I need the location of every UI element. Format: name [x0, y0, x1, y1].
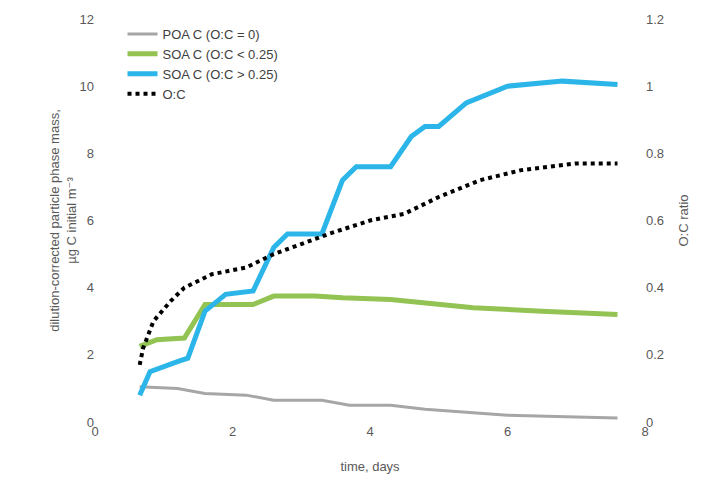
- svg-text:SOA C (O:C < 0.25): SOA C (O:C < 0.25): [163, 47, 278, 62]
- svg-text:O:C ratio: O:C ratio: [676, 194, 691, 246]
- svg-text:0: 0: [91, 424, 98, 439]
- svg-text:0.4: 0.4: [646, 280, 664, 295]
- svg-text:10: 10: [80, 79, 94, 94]
- svg-text:6: 6: [87, 213, 94, 228]
- svg-text:4: 4: [366, 424, 373, 439]
- svg-text:SOA C (O:C > 0.25): SOA C (O:C > 0.25): [163, 67, 278, 82]
- svg-text:0.2: 0.2: [646, 347, 664, 362]
- svg-text:4: 4: [87, 280, 94, 295]
- svg-text:1: 1: [646, 79, 653, 94]
- svg-text:2: 2: [229, 424, 236, 439]
- svg-text:0: 0: [87, 415, 94, 430]
- svg-text:O:C: O:C: [163, 87, 186, 102]
- svg-text:0: 0: [646, 415, 653, 430]
- svg-text:8: 8: [87, 146, 94, 161]
- svg-text:0.8: 0.8: [646, 146, 664, 161]
- svg-text:12: 12: [80, 12, 94, 27]
- svg-text:6: 6: [504, 424, 511, 439]
- svg-text:POA C (O:C = 0): POA C (O:C = 0): [163, 27, 260, 42]
- svg-text:2: 2: [87, 347, 94, 362]
- svg-text:dilution-corrected particle ph: dilution-corrected particle phase mass,µ…: [47, 109, 79, 332]
- svg-text:0.6: 0.6: [646, 213, 664, 228]
- svg-text:time, days: time, days: [340, 459, 400, 474]
- svg-text:1.2: 1.2: [646, 12, 664, 27]
- svg-text:8: 8: [641, 424, 648, 439]
